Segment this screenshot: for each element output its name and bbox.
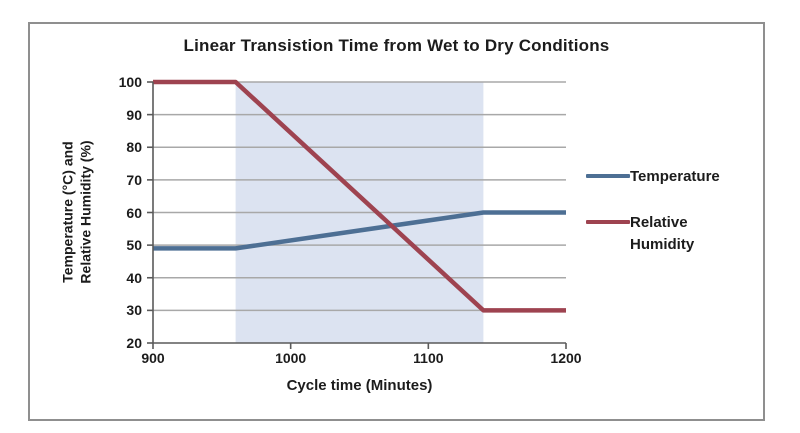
x-tick-label: 1100 [413,350,444,366]
legend-label-relative-humidity: Relative Humidity [630,214,695,253]
series-line-temperature [153,210,566,251]
y-tick-label: 60 [126,204,142,221]
y-tick-label: 30 [126,302,142,319]
x-tick-label: 1200 [550,350,582,366]
y-tick-label: 70 [126,171,142,188]
chart-title: Linear Transistion Time from Wet to Dry … [183,36,610,55]
y-tick-label: 90 [126,106,142,123]
x-axis-tick-labels: 900 1000 1100 1200 [141,349,581,367]
y-tick-label: 50 [126,237,142,254]
legend-item-temperature: Temperature [586,166,758,188]
y-axis-title-line1: Temperature (°C) and [59,141,76,283]
y-tick-label: 40 [126,269,142,286]
relative-humidity-line-swatch [586,220,630,224]
y-axis-title-line2: Relative Humidity (%) [77,140,94,284]
legend-label-temperature: Temperature [630,168,720,185]
legend: Temperature Relative Humidity [586,166,758,280]
plot-canvas [147,79,567,349]
y-tick-label: 20 [126,335,142,351]
temperature-line-swatch [586,174,630,178]
series-line-relative-humidity [153,79,566,313]
y-axis-tick-labels: 20 30 40 50 60 70 80 90 100 [96,74,144,351]
x-axis-title: Cycle time (Minutes) [286,377,433,394]
y-tick-label: 80 [126,139,142,156]
plot-area [147,79,567,349]
x-tick-label: 1000 [275,350,307,366]
legend-item-relative-humidity: Relative Humidity [586,212,758,256]
y-axis-title: Temperature (°C) and Relative Humidity (… [59,82,95,343]
x-tick-label: 900 [141,350,165,366]
y-tick-label: 100 [118,74,142,90]
